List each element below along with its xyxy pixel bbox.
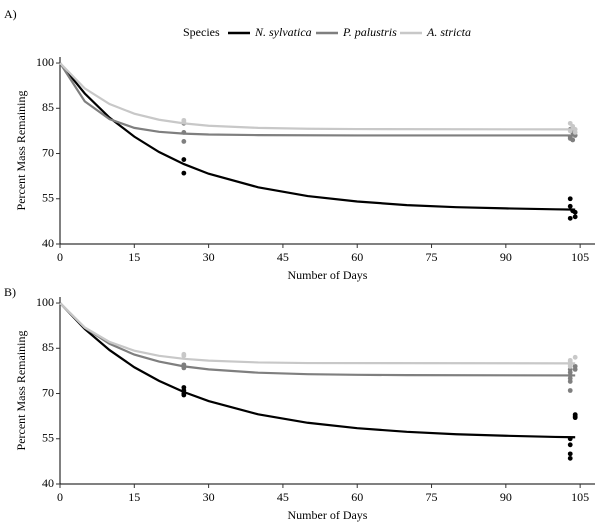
data-point [567, 215, 573, 221]
data-point [567, 196, 573, 202]
x-tick-label: 15 [128, 490, 140, 504]
data-point [567, 451, 573, 457]
data-point [570, 137, 576, 143]
x-tick-label: 15 [128, 250, 140, 264]
x-tick-label: 75 [426, 490, 438, 504]
data-point [181, 170, 187, 176]
x-tick-label: 45 [277, 250, 289, 264]
x-tick-label: 60 [351, 250, 363, 264]
data-point [181, 392, 187, 398]
y-tick-label: 40 [42, 236, 54, 250]
fit-curve [59, 302, 576, 439]
fit-curve [59, 62, 576, 211]
legend-label: A. stricta [426, 25, 471, 39]
data-point [181, 130, 187, 135]
y-tick-label: 85 [42, 100, 54, 114]
y-tick-label: 70 [42, 385, 54, 399]
data-point [567, 363, 573, 369]
x-tick-label: 30 [203, 490, 215, 504]
y-tick-label: 100 [36, 55, 54, 69]
x-tick-label: 0 [57, 250, 63, 264]
x-tick-label: 0 [57, 490, 63, 504]
data-point [567, 203, 573, 209]
data-point [567, 436, 573, 442]
data-point [567, 128, 573, 134]
data-point [567, 455, 573, 461]
x-tick-label: 90 [500, 250, 512, 264]
x-tick-label: 75 [426, 250, 438, 264]
data-point [567, 388, 573, 393]
data-point [181, 119, 187, 125]
fit-curve [59, 62, 576, 137]
data-point [181, 365, 187, 371]
y-tick-label: 70 [42, 145, 54, 159]
legend-title: Species [183, 25, 220, 39]
data-point [181, 157, 187, 162]
legend-label: P. palustris [342, 25, 397, 39]
y-axis-title: Percent Mass Remaining [14, 91, 28, 211]
x-tick-label: 60 [351, 490, 363, 504]
y-tick-label: 55 [42, 431, 54, 445]
data-point [572, 209, 578, 215]
y-tick-label: 40 [42, 476, 54, 490]
y-tick-label: 85 [42, 340, 54, 354]
data-point [572, 214, 578, 220]
data-point [181, 353, 187, 359]
data-point [572, 130, 578, 135]
x-tick-label: 105 [571, 250, 589, 264]
y-tick-label: 100 [36, 295, 54, 309]
x-tick-label: 45 [277, 490, 289, 504]
x-tick-label: 30 [203, 250, 215, 264]
x-tick-label: 90 [500, 490, 512, 504]
data-point [572, 366, 578, 372]
x-tick-label: 105 [571, 490, 589, 504]
panel-label: A) [4, 7, 17, 21]
x-axis-title: Number of Days [288, 268, 368, 282]
panel-label: B) [4, 285, 16, 299]
data-point [567, 442, 573, 448]
fit-curve [59, 302, 576, 377]
legend-label: N. sylvatica [254, 25, 312, 39]
fit-curve [59, 302, 576, 365]
data-point [567, 379, 573, 384]
y-axis-title: Percent Mass Remaining [14, 331, 28, 451]
data-point [181, 139, 187, 144]
fit-curve [59, 62, 576, 131]
data-point [572, 415, 578, 421]
y-tick-label: 55 [42, 191, 54, 205]
data-point [572, 354, 578, 360]
x-axis-title: Number of Days [288, 508, 368, 522]
